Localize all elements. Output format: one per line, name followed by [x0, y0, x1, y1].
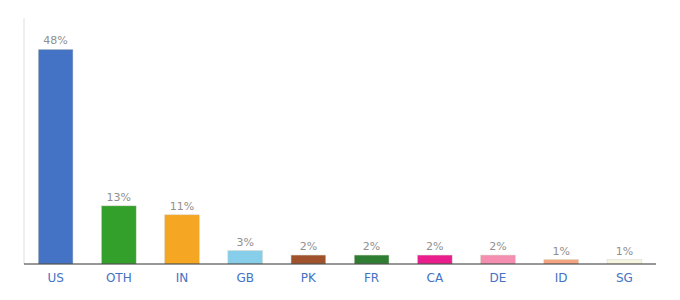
bar: [481, 255, 516, 264]
data-label: 2%: [489, 240, 506, 253]
x-tick-label: OTH: [106, 271, 132, 285]
x-tick-label: FR: [364, 271, 379, 285]
bar: [607, 260, 642, 264]
bar: [544, 260, 579, 264]
data-label: 1%: [552, 245, 569, 258]
chart-container: 48% 13% 11% 3% 2% 2% 2% 2% 1% 1% US OTH IN GB PK FR CA DE…: [0, 0, 680, 300]
y-range-line: [24, 18, 25, 264]
x-tick-label: GB: [236, 271, 254, 285]
data-label: 2%: [426, 240, 443, 253]
data-label: 11%: [170, 200, 194, 213]
x-tick-label: CA: [427, 271, 444, 285]
x-tick-label: ID: [555, 271, 568, 285]
bars: [38, 49, 642, 264]
x-tick-label: SG: [616, 271, 633, 285]
bar: [165, 215, 200, 264]
bar: [101, 206, 136, 264]
x-tick-label: US: [47, 271, 63, 285]
x-tick-label: IN: [176, 271, 189, 285]
data-label: 48%: [43, 34, 67, 47]
x-axis-line: [24, 263, 656, 264]
data-label: 2%: [363, 240, 380, 253]
bar: [291, 255, 326, 264]
data-labels: 48% 13% 11% 3% 2% 2% 2% 2% 1% 1%: [43, 34, 633, 257]
data-label: 2%: [300, 240, 317, 253]
x-tick-label: DE: [490, 271, 507, 285]
bar: [38, 49, 73, 264]
bar: [354, 255, 389, 264]
bar: [228, 251, 263, 264]
chart-svg: 48% 13% 11% 3% 2% 2% 2% 2% 1% 1% US OTH IN GB PK FR CA DE…: [0, 0, 680, 300]
data-label: 13%: [107, 191, 131, 204]
x-tick-label: PK: [301, 271, 317, 285]
bar: [417, 255, 452, 264]
data-label: 3%: [236, 236, 253, 249]
data-label: 1%: [616, 245, 633, 258]
x-ticks: US OTH IN GB PK FR CA DE ID SG: [47, 271, 632, 285]
